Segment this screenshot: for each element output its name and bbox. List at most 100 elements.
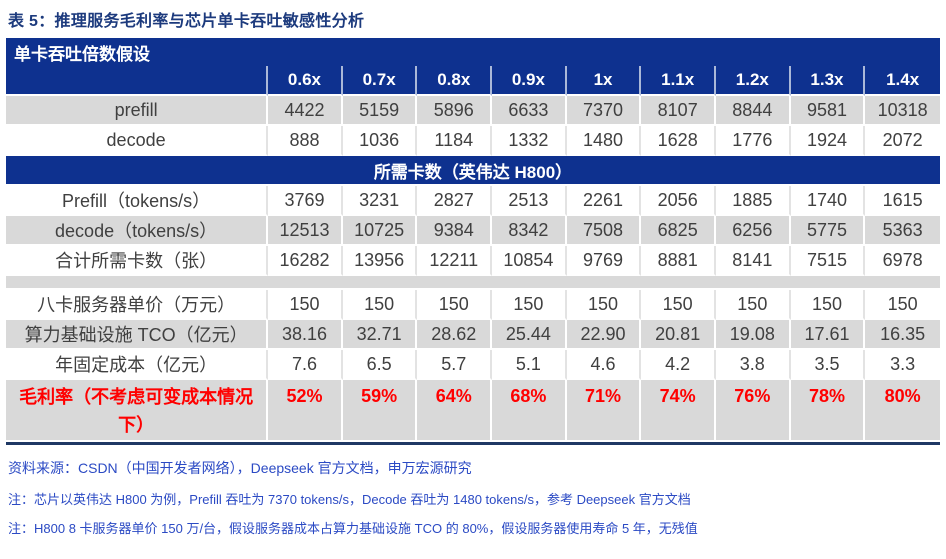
table-row-tco: 算力基础设施 TCO（亿元） 38.16 32.71 28.62 25.44 2… <box>6 320 940 350</box>
cell-value: 6633 <box>492 96 567 126</box>
cell-value: 8141 <box>716 246 791 276</box>
cell-value: 20.81 <box>641 320 716 350</box>
cell-value: 17.61 <box>790 320 866 350</box>
cell-value: 71% <box>566 380 642 442</box>
section-header-row: 所需卡数（英伟达 H800） <box>6 156 940 186</box>
table-row-decode-cards: decode（tokens/s） 12513 10725 9384 8342 7… <box>6 216 940 246</box>
cell-value: 4.6 <box>566 350 642 380</box>
cell-value: 74% <box>641 380 716 442</box>
row-label: Prefill（tokens/s） <box>6 186 269 216</box>
row-label: 年固定成本（亿元） <box>6 350 269 380</box>
cell-value: 38.16 <box>268 320 343 350</box>
cell-value: 2827 <box>417 186 493 216</box>
cell-value: 5363 <box>865 216 940 246</box>
report-table-page: 表 5：推理服务毛利率与芯片单卡吞吐敏感性分析 单卡吞吐倍数假设 0.6x 0.… <box>6 13 940 536</box>
row-label: 八卡服务器单价（万元） <box>6 290 269 320</box>
row-label: 算力基础设施 TCO（亿元） <box>6 320 269 350</box>
cell-value: 150 <box>268 290 343 320</box>
col-header: 0.9x <box>492 66 567 96</box>
cell-value: 9581 <box>790 96 866 126</box>
cell-value: 8881 <box>641 246 716 276</box>
cell-value: 28.62 <box>417 320 493 350</box>
cell-value: 3231 <box>342 186 418 216</box>
cell-value: 52% <box>268 380 343 442</box>
row-label: 毛利率（不考虑可变成本情况下） <box>6 380 269 442</box>
cell-value: 6978 <box>865 246 940 276</box>
cell-value: 25.44 <box>492 320 567 350</box>
cell-value: 3769 <box>268 186 343 216</box>
cell-value: 7370 <box>566 96 642 126</box>
cell-value: 78% <box>790 380 866 442</box>
table-title: 表 5：推理服务毛利率与芯片单卡吞吐敏感性分析 <box>8 13 365 30</box>
cell-value: 7515 <box>790 246 866 276</box>
col-header: 1.4x <box>865 66 940 96</box>
row-label: decode（tokens/s） <box>6 216 269 246</box>
cell-value: 2072 <box>865 126 940 156</box>
cell-value: 2513 <box>492 186 567 216</box>
note-line-2: 注：H800 8 卡服务器单价 150 万/台，假设服务器成本占算力基础设施 T… <box>8 520 698 536</box>
cell-value: 16.35 <box>865 320 940 350</box>
cell-value: 1885 <box>716 186 791 216</box>
table-row-server-price: 八卡服务器单价（万元） 150 150 150 150 150 150 150 … <box>6 290 940 320</box>
cell-value: 8107 <box>641 96 716 126</box>
spacer-cell <box>6 276 940 290</box>
col-header: 1.3x <box>790 66 866 96</box>
source-line: 资料来源：CSDN（中国开发者网络），Deepseek 官方文档，申万宏源研究 <box>8 459 472 476</box>
cell-value: 7.6 <box>268 350 343 380</box>
cell-value: 80% <box>865 380 940 442</box>
cell-value: 150 <box>342 290 418 320</box>
cell-value: 5775 <box>790 216 866 246</box>
cell-value: 1776 <box>716 126 791 156</box>
cell-value: 5.1 <box>492 350 567 380</box>
cell-value: 3.8 <box>716 350 791 380</box>
cell-value: 9769 <box>566 246 642 276</box>
cell-value: 19.08 <box>716 320 791 350</box>
row-label: prefill <box>6 96 269 126</box>
assumption-header-row: 单卡吞吐倍数假设 <box>6 38 940 66</box>
cell-value: 16282 <box>268 246 343 276</box>
col-header: 0.6x <box>268 66 343 96</box>
cell-value: 68% <box>492 380 567 442</box>
cell-value: 3.5 <box>790 350 866 380</box>
multiplier-header-row: 0.6x 0.7x 0.8x 0.9x 1x 1.1x 1.2x 1.3x 1.… <box>6 66 940 96</box>
cell-value: 1924 <box>790 126 866 156</box>
cell-value: 12211 <box>417 246 493 276</box>
cell-value: 6825 <box>641 216 716 246</box>
table-row-gross-margin: 毛利率（不考虑可变成本情况下） 52% 59% 64% 68% 71% 74% … <box>6 380 940 442</box>
empty-corner-cell <box>6 66 269 96</box>
cell-value: 4422 <box>268 96 343 126</box>
cell-value: 150 <box>716 290 791 320</box>
cell-value: 59% <box>342 380 418 442</box>
table-row-decode-throughput: decode 888 1036 1184 1332 1480 1628 1776… <box>6 126 940 156</box>
cell-value: 1480 <box>566 126 642 156</box>
cell-value: 3.3 <box>865 350 940 380</box>
cell-value: 1184 <box>417 126 493 156</box>
cell-value: 5159 <box>342 96 418 126</box>
cell-value: 6.5 <box>342 350 418 380</box>
note-line-1: 注：芯片以英伟达 H800 为例，Prefill 吞吐为 7370 tokens… <box>8 491 691 507</box>
cell-value: 150 <box>566 290 642 320</box>
table-row-total-cards: 合计所需卡数（张） 16282 13956 12211 10854 9769 8… <box>6 246 940 276</box>
cell-value: 2261 <box>566 186 642 216</box>
cell-value: 7508 <box>566 216 642 246</box>
col-header: 0.7x <box>342 66 418 96</box>
cell-value: 10725 <box>342 216 418 246</box>
cell-value: 888 <box>268 126 343 156</box>
cell-value: 1628 <box>641 126 716 156</box>
cell-value: 1332 <box>492 126 567 156</box>
table-row-prefill-throughput: prefill 4422 5159 5896 6633 7370 8107 88… <box>6 96 940 126</box>
section-header: 所需卡数（英伟达 H800） <box>6 156 940 186</box>
cell-value: 150 <box>865 290 940 320</box>
cell-value: 13956 <box>342 246 418 276</box>
cell-value: 150 <box>641 290 716 320</box>
cell-value: 22.90 <box>566 320 642 350</box>
col-header: 1.2x <box>716 66 791 96</box>
cell-value: 12513 <box>268 216 343 246</box>
cell-value: 5896 <box>417 96 493 126</box>
cell-value: 10854 <box>492 246 567 276</box>
table-row-fixed-cost: 年固定成本（亿元） 7.6 6.5 5.7 5.1 4.6 4.2 3.8 3.… <box>6 350 940 380</box>
cell-value: 2056 <box>641 186 716 216</box>
cell-value: 5.7 <box>417 350 493 380</box>
cell-value: 10318 <box>865 96 940 126</box>
cell-value: 4.2 <box>641 350 716 380</box>
